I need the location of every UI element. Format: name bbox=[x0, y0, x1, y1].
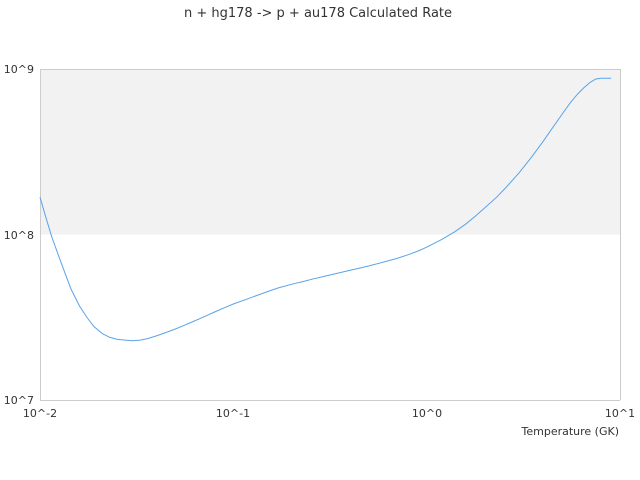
y-tick-label-1e8: 10^8 bbox=[4, 229, 34, 242]
x-tick-label-1e-1: 10^-1 bbox=[216, 407, 250, 420]
series-line bbox=[39, 77, 612, 342]
plot-shaded-band bbox=[40, 69, 620, 235]
y-tick-label-1e7: 10^7 bbox=[4, 394, 34, 407]
x-axis-title: Temperature (GK) bbox=[521, 425, 620, 438]
x-tick-label-1e-2: 10^-2 bbox=[23, 407, 57, 420]
y-tick-label-1e9: 10^9 bbox=[4, 63, 34, 76]
x-tick-label-1e1: 10^1 bbox=[605, 407, 635, 420]
chart-title: n + hg178 -> p + au178 Calculated Rate bbox=[184, 6, 452, 21]
x-tick-label-1e0: 10^0 bbox=[412, 407, 442, 420]
